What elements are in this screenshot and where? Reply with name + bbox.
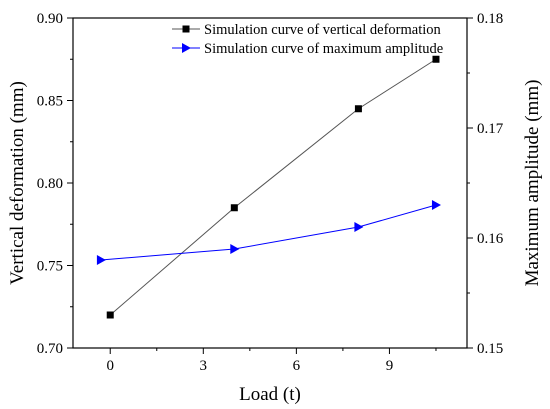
x-tick-label: 0 [106, 358, 114, 374]
data-point-marker [230, 204, 238, 212]
x-axis-ticks: 0 3 6 9 [106, 348, 437, 374]
data-point-marker [431, 200, 441, 210]
legend-label: Simulation curve of maximum amplitude [204, 41, 443, 57]
left-y-tick-label: 0.90 [37, 11, 63, 27]
legend-swatch-marker [182, 43, 191, 53]
series-1 [106, 55, 440, 319]
left-y-tick-label: 0.75 [37, 259, 63, 275]
left-y-tick-label: 0.70 [37, 341, 63, 357]
data-point-marker [354, 105, 362, 113]
data-point-marker [96, 255, 106, 265]
legend-label: Simulation curve of vertical deformation [204, 22, 442, 38]
data-point-marker [230, 244, 240, 254]
left-y-tick-label: 0.80 [37, 176, 63, 192]
plot-frame [72, 17, 468, 349]
right-y-axis-ticks: 0.15 0.16 0.17 0.18 [467, 11, 504, 357]
left-y-axis-ticks: 0.70 0.75 0.80 0.85 0.90 [37, 11, 73, 357]
right-y-tick-label: 0.18 [477, 11, 503, 27]
legend: Simulation curve of vertical deformation… [172, 22, 443, 57]
legend-swatch-marker [182, 25, 190, 33]
data-point-marker [106, 311, 114, 319]
series-2 [96, 200, 441, 265]
data-point-marker [354, 222, 364, 232]
right-y-tick-label: 0.17 [477, 121, 504, 137]
series-line [100, 204, 437, 261]
x-tick-label: 6 [293, 358, 301, 374]
series-layer [96, 55, 441, 319]
left-y-tick-label: 0.85 [37, 94, 63, 110]
right-y-axis-title: Maximum amplitude (mm) [522, 80, 543, 287]
data-point-marker [432, 55, 440, 63]
right-y-tick-label: 0.16 [477, 231, 504, 247]
legend-entry: Simulation curve of vertical deformation [172, 22, 442, 38]
left-y-axis-title: Vertical deformation (mm) [7, 81, 28, 285]
plot-border [72, 17, 468, 349]
legend-entry: Simulation curve of maximum amplitude [172, 41, 443, 57]
x-axis-title: Load (t) [239, 384, 301, 405]
series-line [109, 58, 437, 316]
right-y-tick-label: 0.15 [477, 341, 503, 357]
x-tick-label: 9 [386, 358, 394, 374]
x-tick-label: 3 [200, 358, 208, 374]
